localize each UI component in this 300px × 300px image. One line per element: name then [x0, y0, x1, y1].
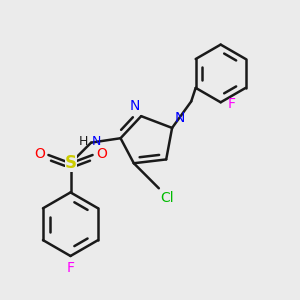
Text: Cl: Cl: [160, 191, 174, 205]
Text: O: O: [96, 147, 107, 161]
Text: F: F: [67, 261, 74, 275]
Text: F: F: [227, 97, 235, 111]
Text: N: N: [174, 111, 185, 125]
Text: N: N: [92, 135, 101, 148]
Text: N: N: [129, 99, 140, 112]
Text: H: H: [79, 135, 88, 148]
Text: O: O: [34, 147, 45, 161]
Text: S: S: [64, 154, 76, 172]
